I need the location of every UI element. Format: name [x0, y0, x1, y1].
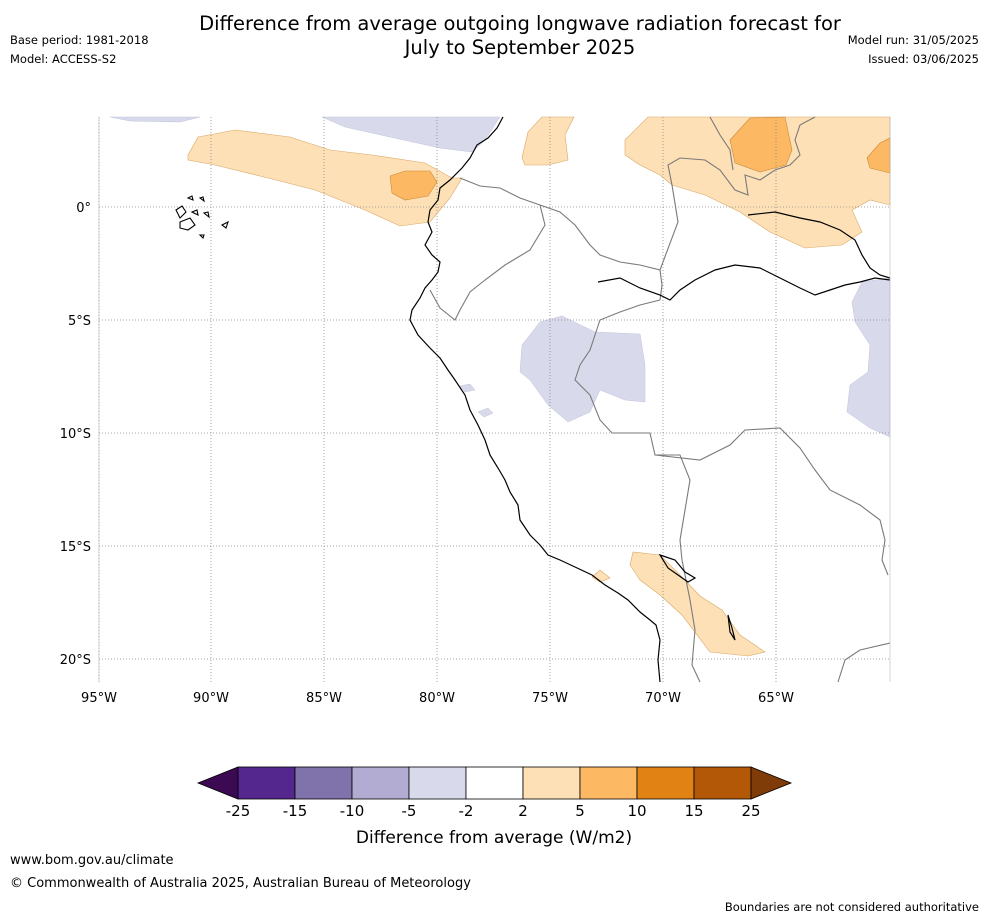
model-name: Model: ACCESS-S2: [10, 52, 117, 66]
footer-disclaimer: Boundaries are not considered authoritat…: [724, 900, 979, 914]
negative-region-peru: [519, 315, 646, 423]
colorbar-tick-label: 10: [627, 802, 646, 820]
colorbar-label: Difference from average (W/m2): [356, 828, 632, 848]
coastlines: [409, 116, 891, 683]
colorbar-tick-label: -15: [283, 802, 308, 820]
colorbar-segment: [294, 766, 353, 800]
lat-label-10s: 10°S: [60, 427, 91, 442]
anomaly-region-coast: [591, 569, 611, 583]
lon-label-65w: 65°W: [758, 691, 794, 706]
anomaly-region-colombia: [521, 116, 575, 166]
colorbar-tick-label: 5: [575, 802, 585, 820]
colorbar-segment: [522, 766, 581, 800]
lake-titicaca: [658, 553, 697, 583]
title-line-1: Difference from average outgoing longwav…: [199, 12, 841, 35]
galapagos-islands: [175, 195, 229, 240]
positive-anomaly-regions: [187, 116, 891, 657]
lat-label-0: 0°: [76, 201, 91, 216]
footer-copyright: © Commonwealth of Australia 2025, Austra…: [10, 876, 471, 891]
lat-label-15s: 15°S: [60, 540, 91, 555]
anomaly-region-altiplano: [629, 551, 766, 657]
issued-date: Issued: 03/06/2025: [868, 52, 979, 66]
lon-label-85w: 85°W: [306, 691, 342, 706]
colorbar-arrow-right: [750, 766, 793, 800]
colorbar-segment: [579, 766, 638, 800]
colorbar-tick-label: -2: [459, 802, 474, 820]
colorbar-segment: [351, 766, 410, 800]
model-run: Model run: 31/05/2025: [847, 33, 979, 47]
anomaly-region-pacific: [187, 129, 463, 227]
map-title: Difference from average outgoing longwav…: [120, 12, 920, 60]
strong-region-pacific: [389, 170, 438, 201]
lon-label-90w: 90°W: [193, 691, 229, 706]
colorbar-tick-label: 15: [684, 802, 703, 820]
lon-label-75w: 75°W: [532, 691, 568, 706]
axis-labels: 95°W 90°W 85°W 80°W 75°W 70°W 65°W 0° 5°…: [60, 201, 794, 706]
negative-region-brazil: [846, 277, 891, 438]
strong-region-venezuela: [729, 116, 793, 173]
lat-label-20s: 20°S: [60, 653, 91, 668]
colorbar-segment: [237, 766, 296, 800]
lat-label-5s: 5°S: [68, 314, 91, 329]
coastline-amazon-river: [597, 264, 891, 301]
map-frame: [98, 117, 891, 682]
lon-label-95w: 95°W: [81, 691, 117, 706]
lon-label-70w: 70°W: [645, 691, 681, 706]
negative-region-coast-1: [459, 383, 476, 393]
base-period: Base period: 1981-2018: [10, 33, 149, 47]
colorbar-segment: [693, 766, 752, 800]
colorbar-tick-label: -5: [402, 802, 417, 820]
colorbar-arrow-left: [196, 766, 239, 800]
strong-positive-regions: [389, 116, 891, 201]
negative-region-north: [109, 116, 201, 123]
colorbar-tick-label: -25: [226, 802, 251, 820]
coastline-pacific: [409, 116, 661, 683]
lon-label-80w: 80°W: [419, 691, 455, 706]
colorbar: -25 -15 -10 -5 -2 2 5 10 15 25: [196, 766, 793, 820]
colorbar-segment: [465, 766, 524, 800]
lake-poopo: [727, 614, 736, 641]
colorbar-segment: [408, 766, 467, 800]
footer-url[interactable]: www.bom.gov.au/climate: [10, 853, 174, 868]
colorbar-tick-label: 2: [518, 802, 528, 820]
negative-region-coast-2: [477, 407, 494, 418]
coastline-north: [747, 211, 891, 279]
colorbar-tick-label: -10: [340, 802, 365, 820]
country-borders: [429, 116, 891, 683]
negative-region-north-2: [321, 116, 501, 153]
title-line-2: July to September 2025: [404, 36, 636, 59]
colorbar-tick-label: 25: [741, 802, 760, 820]
colorbar-segment: [636, 766, 695, 800]
